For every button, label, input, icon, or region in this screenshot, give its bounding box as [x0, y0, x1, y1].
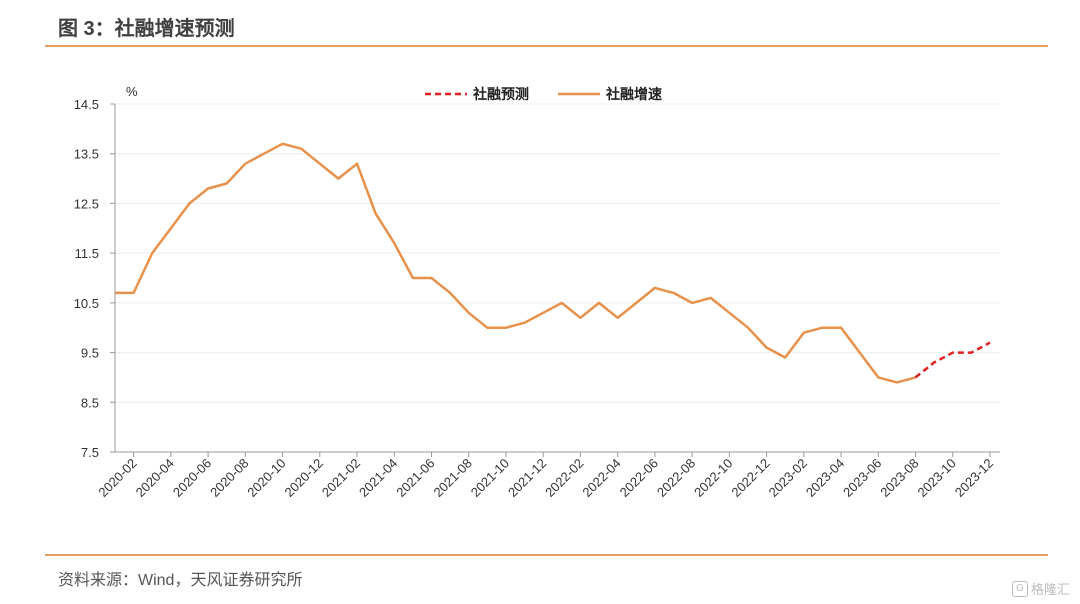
forecast-line	[914, 341, 991, 379]
axes	[110, 103, 1000, 457]
x-tick-label: 2023-04	[803, 456, 847, 500]
series-lines	[115, 142, 991, 384]
x-tick-label: 2023-02	[766, 456, 810, 500]
figure-title: 图 3：社融增速预测	[58, 18, 235, 40]
x-tick-label: 2022-02	[542, 456, 586, 500]
x-tick-label: 2020-10	[244, 456, 288, 500]
legend: 社融预测 社融增速	[425, 86, 662, 102]
y-tick-label: 11.5	[75, 246, 99, 261]
x-tick-label: 2023-08	[877, 456, 921, 500]
top-divider	[45, 45, 1048, 47]
x-tick-label: 2020-12	[282, 456, 326, 500]
watermark-text: 格隆汇	[1030, 582, 1070, 597]
x-tick-label: 2023-10	[915, 456, 959, 500]
x-tick-label: 2022-06	[617, 456, 661, 500]
x-tick-label: 2020-08	[207, 456, 251, 500]
legend-label: 社融预测	[472, 86, 529, 102]
watermark-logo-icon: G	[1011, 580, 1028, 597]
x-tick-label: 2022-04	[579, 456, 623, 500]
x-tick-label: 2020-02	[95, 456, 139, 500]
chart: % 14.513.512.511.510.59.58.57.5 2020-022…	[74, 84, 1000, 500]
x-tick-label: 2021-02	[319, 456, 363, 500]
x-tick-label: 2021-08	[430, 456, 474, 500]
x-tick-label: 2022-12	[728, 456, 772, 500]
x-tick-label: 2020-06	[170, 456, 214, 500]
y-tick-label: 9.5	[81, 346, 99, 361]
y-axis-unit: %	[126, 84, 138, 99]
watermark: G 格隆汇	[1011, 579, 1070, 598]
actual-line	[115, 142, 916, 384]
x-tick-label: 2021-06	[393, 456, 437, 500]
y-tick-label: 13.5	[74, 147, 99, 162]
y-tick-label: 7.5	[81, 445, 99, 460]
x-tick-label: 2022-08	[654, 456, 698, 500]
bottom-divider	[45, 554, 1048, 556]
y-tick-label: 10.5	[74, 296, 99, 311]
x-tick-label: 2023-06	[840, 456, 884, 500]
legend-label: 社融增速	[605, 86, 662, 102]
source-note: 资料来源：Wind，天风证券研究所	[58, 572, 303, 589]
x-tick-label: 2021-12	[505, 456, 549, 500]
grid-lines	[115, 103, 1000, 403]
x-tick-label: 2021-10	[468, 456, 512, 500]
x-tick-label: 2021-04	[356, 456, 400, 500]
x-tick-label: 2020-04	[133, 456, 177, 500]
x-tick-label: 2022-10	[691, 456, 735, 500]
y-tick-label: 12.5	[74, 196, 99, 211]
x-tick-labels: 2020-022020-042020-062020-082020-102020-…	[95, 456, 996, 500]
y-tick-label: 14.5	[74, 97, 99, 112]
y-tick-label: 8.5	[81, 395, 99, 410]
x-tick-label: 2023-12	[952, 456, 996, 500]
y-tick-labels: 14.5 13.5 12.5 11.5 10.5 9.5 8.5 7.5	[74, 97, 99, 460]
